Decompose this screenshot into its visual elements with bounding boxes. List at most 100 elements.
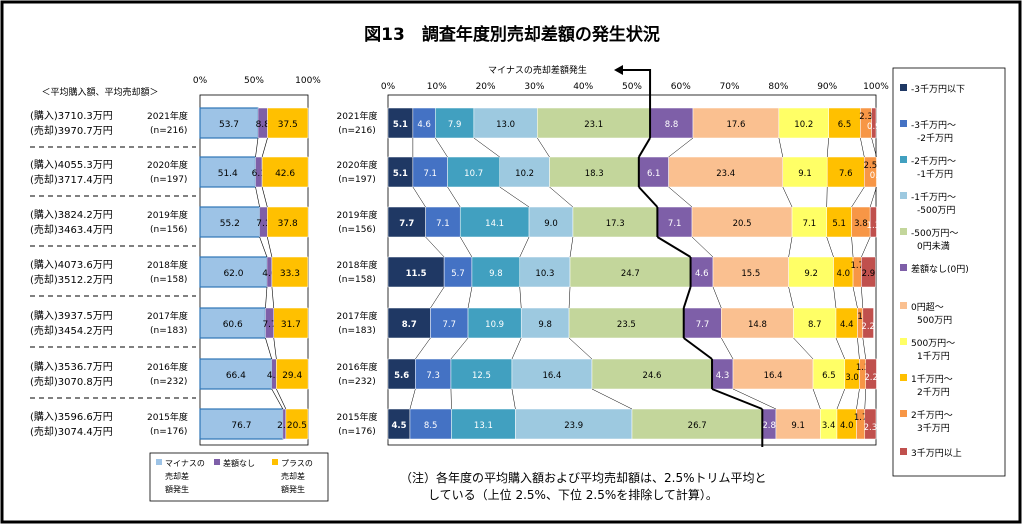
right-n-label: (n=216)	[338, 126, 375, 136]
right-data-label: 18.3	[585, 169, 604, 179]
right-data-label: 2.5	[864, 161, 878, 171]
left-legend-swatch	[156, 459, 162, 465]
left-data-label: 20.5	[287, 421, 307, 431]
right-x-tick-label: 20%	[476, 82, 496, 92]
right-data-label: 8.7	[402, 320, 417, 330]
left-data-label: 53.7	[219, 120, 239, 130]
right-legend-swatch	[900, 228, 907, 235]
right-legend-label: -3千万円以下	[911, 84, 965, 95]
right-data-label: 0.0	[870, 171, 884, 181]
sell-amount-label: (売却)3717.4万円	[30, 173, 113, 186]
right-data-label: 11.5	[406, 269, 427, 279]
left-legend-label: 差額なし	[223, 458, 255, 468]
buy-amount-label: (購入)3536.7万円	[30, 360, 113, 373]
right-legend-label: 1千万円	[917, 351, 950, 362]
right-legend-label: 0円未満	[917, 240, 950, 252]
right-data-label: 2.2	[864, 373, 878, 383]
right-data-label: 7.9	[448, 120, 462, 130]
left-year-label: 2016年度	[147, 361, 188, 373]
left-data-label: 29.4	[282, 371, 302, 381]
right-data-label: 5.7	[451, 269, 465, 279]
right-data-label: 15.5	[741, 269, 760, 279]
right-year-label: 2019年度	[337, 209, 378, 221]
right-data-label: 9.8	[489, 269, 503, 279]
sell-amount-label: (売却)3074.4万円	[30, 425, 113, 438]
right-data-label: 7.1	[423, 169, 437, 179]
right-n-label: (n=197)	[338, 175, 375, 185]
right-legend-swatch	[900, 410, 907, 417]
right-x-tick-label: 60%	[671, 82, 691, 92]
left-year-label: 2020年度	[147, 159, 188, 171]
left-data-label: 42.6	[275, 169, 295, 179]
right-data-label: 4.3	[716, 371, 730, 381]
left-x-tick-label: 100%	[295, 76, 321, 86]
left-data-label: 37.5	[278, 120, 298, 130]
left-year-label: 2021年度	[147, 110, 188, 122]
buy-amount-label: (購入)3596.6万円	[30, 410, 113, 423]
left-data-label: 66.4	[226, 371, 246, 381]
right-data-label: 10.9	[485, 320, 504, 330]
right-data-label: 24.6	[643, 371, 662, 381]
right-x-tick-label: 80%	[768, 82, 788, 92]
left-legend-label: 売却差	[281, 471, 305, 481]
right-year-label: 2015年度	[337, 411, 378, 423]
right-legend-swatch	[900, 84, 907, 91]
right-data-label: 4.6	[417, 120, 431, 130]
right-data-label: 4.6	[695, 269, 709, 279]
right-data-label: 17.6	[726, 120, 745, 130]
left-n-label: (n=156)	[150, 225, 187, 235]
right-n-label: (n=183)	[338, 326, 375, 336]
right-legend-swatch	[900, 192, 907, 199]
right-data-label: 23.5	[617, 320, 636, 330]
right-x-tick-label: 40%	[573, 82, 593, 92]
right-data-label: 9.2	[804, 269, 818, 279]
left-data-label: 33.3	[280, 269, 300, 279]
right-data-label: 3.4	[822, 421, 836, 431]
left-n-label: (n=158)	[150, 275, 187, 285]
left-data-label: 76.7	[231, 421, 251, 431]
right-year-label: 2021年度	[337, 110, 378, 122]
right-data-label: 23.9	[564, 421, 583, 431]
right-legend-label: -1千万円	[917, 169, 953, 180]
left-legend-label: 売却差	[165, 471, 189, 481]
right-data-label: 9.1	[791, 421, 805, 431]
right-year-label: 2018年度	[337, 259, 378, 271]
right-data-label: 10.3	[535, 269, 554, 279]
buy-amount-label: (購入)3824.2万円	[30, 208, 113, 221]
right-data-label: 0.9	[867, 122, 881, 132]
right-data-label: 26.7	[688, 421, 707, 431]
right-legend-label: 差額なし(0円)	[911, 263, 969, 275]
right-n-label: (n=158)	[338, 275, 375, 285]
right-data-label: 13.1	[474, 421, 493, 431]
buy-amount-label: (購入)4055.3万円	[30, 158, 113, 171]
right-x-tick-label: 0%	[381, 82, 396, 92]
left-legend-swatch	[214, 459, 220, 465]
right-legend-label: 2千万円	[917, 387, 950, 398]
right-data-label: 14.8	[748, 320, 767, 330]
buy-amount-label: (購入)3937.5万円	[30, 309, 113, 322]
right-data-label: 23.1	[584, 120, 603, 130]
right-data-label: 16.4	[764, 371, 783, 381]
buy-amount-label: (購入)4073.6万円	[30, 258, 113, 271]
left-n-label: (n=216)	[150, 126, 187, 136]
right-data-label: 2.3	[864, 423, 878, 433]
right-data-label: 9.8	[538, 320, 552, 330]
right-data-label: 7.7	[696, 320, 710, 330]
right-legend-swatch	[900, 264, 907, 271]
right-legend-label: 3千万円	[917, 423, 950, 434]
right-legend: -3千万円以下-3千万円～-2千万円-2千万円～-1千万円-1千万円～-500万…	[893, 68, 1005, 476]
right-n-label: (n=232)	[338, 377, 375, 387]
right-data-label: 20.5	[733, 219, 752, 229]
right-data-label: 8.7	[808, 320, 822, 330]
right-legend-label: 3千万円以上	[911, 448, 962, 459]
right-data-label: 10.2	[515, 169, 534, 179]
right-legend-swatch	[900, 338, 907, 345]
right-legend-label: -2千万円	[917, 133, 953, 144]
left-year-label: 2017年度	[147, 310, 188, 322]
left-legend-label: マイナスの	[165, 459, 205, 468]
right-data-label: 7.7	[399, 219, 414, 229]
right-x-tick-label: 10%	[427, 82, 447, 92]
right-legend-label: 0円超～	[911, 301, 944, 313]
